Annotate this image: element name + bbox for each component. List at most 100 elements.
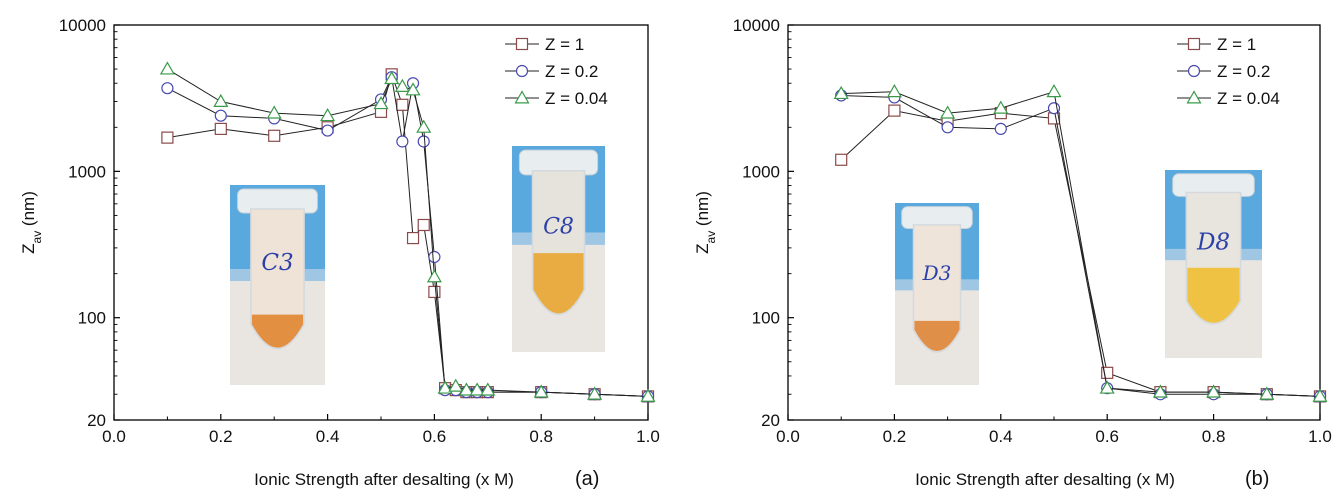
data-point	[886, 84, 902, 98]
x-tick-label: 0.0	[102, 427, 126, 446]
legend-marker	[1186, 90, 1202, 104]
y-tick-label: 1000	[742, 162, 780, 181]
tube-liquid	[914, 320, 960, 352]
data-point	[428, 250, 441, 264]
data-point	[469, 382, 485, 396]
data-point	[1152, 384, 1168, 398]
photo-inset: C3	[230, 185, 325, 385]
data-point	[417, 135, 430, 148]
x-tick-label: 0.4	[316, 427, 340, 446]
data-point	[159, 61, 175, 75]
data-point	[480, 382, 496, 396]
data-point	[940, 105, 956, 119]
data-point	[448, 378, 464, 392]
x-tick-label: 0.2	[883, 427, 907, 446]
legend-label: Z = 0.04	[545, 89, 608, 108]
panel-label: (a)	[575, 468, 599, 490]
legend-marker	[514, 90, 530, 104]
series-triangle	[833, 84, 1328, 402]
legend: Z = 1 Z = 0.2 Z = 0.04	[505, 35, 608, 108]
data-point	[406, 231, 420, 245]
series-line	[841, 94, 1321, 397]
x-tick-label: 0.6	[423, 427, 447, 446]
legend-marker	[1187, 64, 1201, 78]
series-triangle	[159, 61, 656, 402]
data-point	[1101, 366, 1114, 379]
y-tick-label: 100	[78, 309, 106, 328]
data-point	[437, 380, 453, 394]
y-axis-title-unit: (nm)	[19, 191, 38, 231]
data-point	[161, 131, 174, 144]
legend-label: Z = 0.2	[545, 62, 598, 81]
data-point	[833, 85, 849, 100]
data-point	[1206, 384, 1222, 398]
data-point	[640, 388, 656, 402]
x-tick-label: 0.8	[529, 427, 553, 446]
data-point	[417, 218, 430, 232]
x-tick-label: 0.8	[1202, 427, 1226, 446]
y-tick-label: 100	[752, 309, 780, 328]
chart-panel-a: C3 C8 0.0 0.2 0.4 0.6 0.8 1.0 20 100 1000 10000 Ioni…	[19, 16, 660, 490]
x-tick-label: 0.0	[776, 427, 800, 446]
data-point	[266, 105, 282, 119]
chart-panel-b: D3 D8 0.0 0.2 0.4 0.6 0.8 1.0 20 100 1000 10000 Ioni…	[693, 16, 1332, 490]
y-axis-title-unit: (nm)	[693, 191, 712, 231]
data-point	[458, 382, 474, 396]
series-line	[167, 68, 649, 397]
data-point	[587, 386, 603, 400]
data-point	[416, 119, 432, 133]
y-tick-label: 10000	[59, 16, 106, 35]
data-point	[426, 269, 442, 283]
y-axis-title-main: Z	[693, 243, 712, 253]
x-tick-label: 0.6	[1095, 427, 1119, 446]
data-point	[384, 70, 400, 85]
data-point	[405, 82, 421, 96]
tube-label: D3	[922, 261, 952, 285]
y-axis-title-sub: av	[30, 231, 44, 244]
legend-label: Z = 1	[1217, 35, 1256, 54]
data-point	[396, 135, 409, 148]
x-tick-label: 0.4	[989, 427, 1013, 446]
x-axis-title: Ionic Strength after desalting (x M)	[915, 470, 1175, 489]
y-tick-label: 20	[87, 411, 106, 430]
data-point	[373, 95, 389, 110]
data-point	[213, 93, 229, 107]
photo-inset: D8	[1165, 170, 1262, 358]
data-point	[533, 384, 549, 398]
data-point	[941, 121, 954, 134]
legend-label: Z = 1	[545, 35, 584, 54]
tube-label: C8	[543, 214, 574, 239]
data-point	[428, 285, 441, 299]
y-tick-label: 20	[761, 411, 780, 430]
y-tick-label: 10000	[733, 16, 780, 35]
panel-label: (b)	[1245, 468, 1269, 490]
data-point	[1046, 84, 1062, 98]
y-axis-title-sub: av	[704, 231, 718, 244]
photo-inset: C8	[512, 146, 605, 352]
x-tick-label: 0.2	[209, 427, 233, 446]
data-point	[394, 78, 410, 92]
data-point	[835, 153, 848, 166]
data-point	[268, 129, 281, 142]
legend-marker	[515, 37, 529, 51]
legend-label: Z = 0.2	[1217, 62, 1270, 81]
data-point	[321, 124, 334, 137]
legend-marker	[515, 64, 529, 78]
data-point	[994, 122, 1007, 136]
tube-label: C3	[261, 250, 293, 276]
data-point	[320, 107, 336, 122]
legend-marker	[1187, 37, 1201, 51]
data-point	[1259, 386, 1275, 400]
data-point	[1312, 388, 1328, 402]
tube-liquid	[251, 314, 304, 348]
tube-liquid	[533, 253, 584, 314]
y-axis-title-main: Z	[19, 243, 38, 253]
tube-body	[912, 224, 962, 353]
photo-inset: D3	[895, 203, 979, 385]
legend: Z = 1 Z = 0.2 Z = 0.04	[1177, 35, 1280, 108]
data-point	[214, 122, 227, 136]
data-point	[396, 98, 409, 111]
x-tick-label: 1.0	[1308, 427, 1332, 446]
legend-label: Z = 0.04	[1217, 89, 1280, 108]
